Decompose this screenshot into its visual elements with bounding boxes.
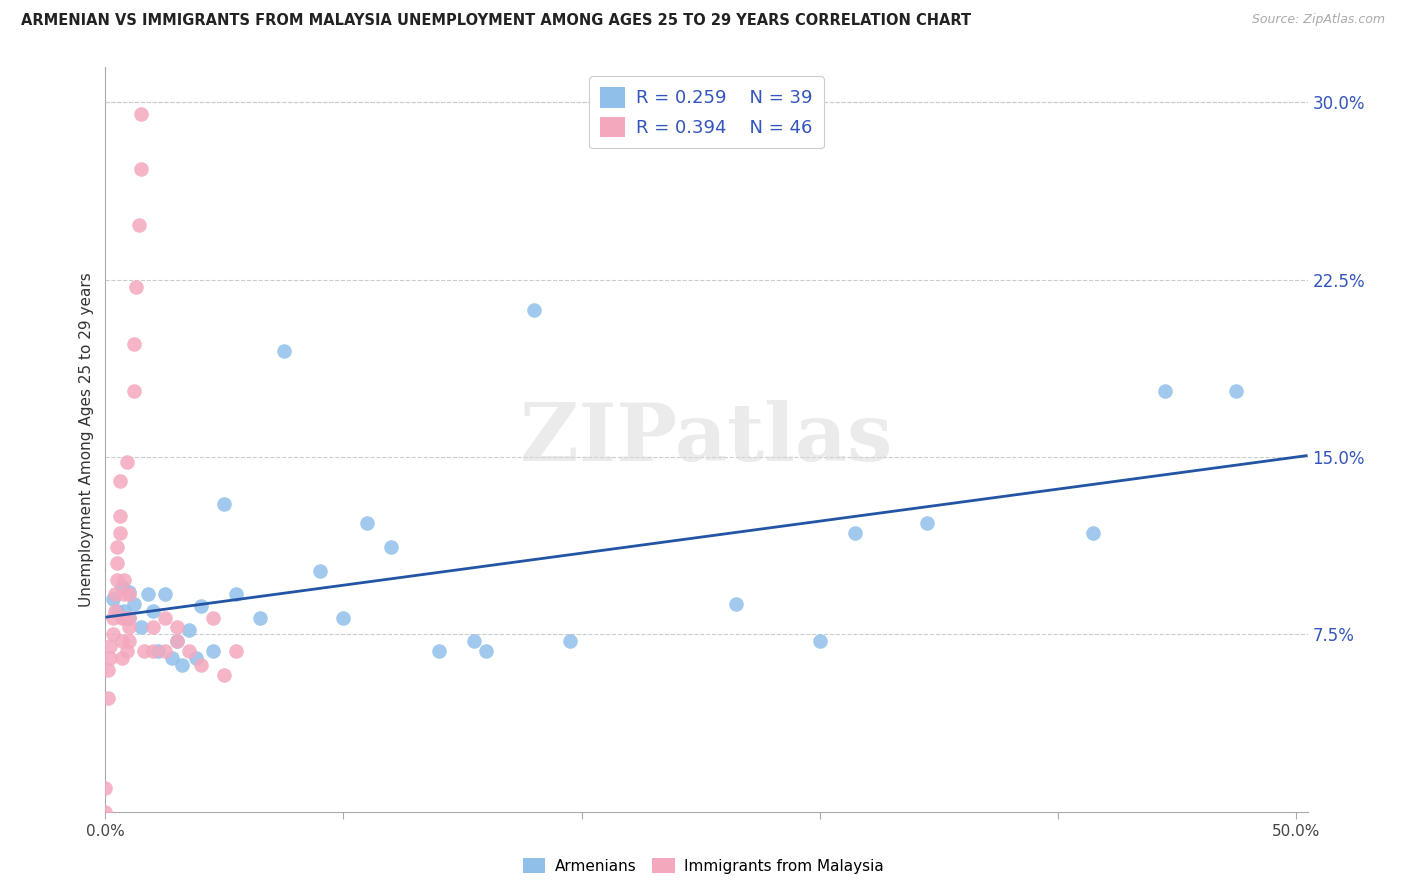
Point: [249, 611, 271, 625]
Point: [142, 604, 165, 618]
Point: [118, 611, 141, 625]
Point: [98, 651, 121, 665]
Point: [380, 540, 402, 554]
Point: [427, 644, 450, 658]
Point: [114, 604, 136, 618]
Point: [105, 540, 128, 554]
Point: [475, 644, 498, 658]
Point: [101, 627, 124, 641]
Point: [153, 644, 176, 658]
Point: [142, 644, 165, 658]
Point: [1083, 525, 1105, 540]
Point: [915, 516, 938, 531]
Point: [356, 516, 378, 531]
Point: [94, 780, 117, 795]
Point: [166, 634, 188, 648]
Point: [105, 604, 128, 618]
Point: [214, 667, 236, 681]
Point: [94, 805, 117, 819]
Point: [129, 620, 152, 634]
Point: [201, 644, 224, 658]
Point: [114, 611, 136, 625]
Legend: Armenians, Immigrants from Malaysia: Armenians, Immigrants from Malaysia: [516, 852, 890, 880]
Point: [153, 587, 176, 601]
Point: [129, 161, 152, 176]
Point: [111, 611, 134, 625]
Point: [104, 604, 127, 618]
Point: [808, 634, 831, 648]
Point: [273, 343, 295, 358]
Point: [125, 280, 148, 294]
Point: [115, 644, 138, 658]
Point: [844, 525, 866, 540]
Point: [108, 525, 131, 540]
Point: [114, 573, 136, 587]
Text: ZIPatlas: ZIPatlas: [520, 401, 893, 478]
Point: [170, 658, 193, 673]
Point: [111, 580, 134, 594]
Point: [463, 634, 485, 648]
Legend: R = 0.259    N = 39, R = 0.394    N = 46: R = 0.259 N = 39, R = 0.394 N = 46: [589, 76, 824, 148]
Point: [190, 658, 212, 673]
Point: [97, 691, 120, 706]
Point: [98, 639, 121, 653]
Point: [225, 587, 247, 601]
Point: [1225, 384, 1247, 398]
Point: [104, 587, 127, 601]
Point: [190, 599, 212, 613]
Point: [129, 107, 152, 121]
Point: [101, 611, 124, 625]
Point: [177, 644, 200, 658]
Point: [108, 474, 131, 488]
Point: [118, 587, 141, 601]
Point: [105, 573, 128, 587]
Point: [136, 587, 159, 601]
Point: [108, 509, 131, 524]
Point: [101, 591, 124, 606]
Point: [114, 587, 136, 601]
Point: [111, 651, 134, 665]
Point: [118, 611, 141, 625]
Point: [1153, 384, 1175, 398]
Point: [558, 634, 581, 648]
Point: [118, 620, 141, 634]
Point: [122, 597, 145, 611]
Point: [122, 384, 145, 398]
Point: [153, 611, 176, 625]
Point: [166, 620, 188, 634]
Point: [725, 597, 748, 611]
Point: [128, 219, 150, 233]
Point: [115, 455, 138, 469]
Point: [118, 634, 141, 648]
Point: [122, 336, 145, 351]
Point: [225, 644, 247, 658]
Text: ARMENIAN VS IMMIGRANTS FROM MALAYSIA UNEMPLOYMENT AMONG AGES 25 TO 29 YEARS CORR: ARMENIAN VS IMMIGRANTS FROM MALAYSIA UNE…: [21, 13, 972, 29]
Point: [332, 611, 354, 625]
Point: [308, 564, 330, 578]
Point: [166, 634, 188, 648]
Text: Source: ZipAtlas.com: Source: ZipAtlas.com: [1251, 13, 1385, 27]
Point: [97, 663, 120, 677]
Point: [142, 620, 165, 634]
Point: [201, 611, 224, 625]
Point: [118, 584, 141, 599]
Point: [177, 623, 200, 637]
Point: [132, 644, 155, 658]
Point: [214, 497, 236, 511]
Y-axis label: Unemployment Among Ages 25 to 29 years: Unemployment Among Ages 25 to 29 years: [79, 272, 94, 607]
Point: [146, 644, 169, 658]
Point: [160, 651, 183, 665]
Point: [105, 557, 128, 571]
Point: [523, 303, 546, 318]
Point: [111, 634, 134, 648]
Point: [184, 651, 207, 665]
